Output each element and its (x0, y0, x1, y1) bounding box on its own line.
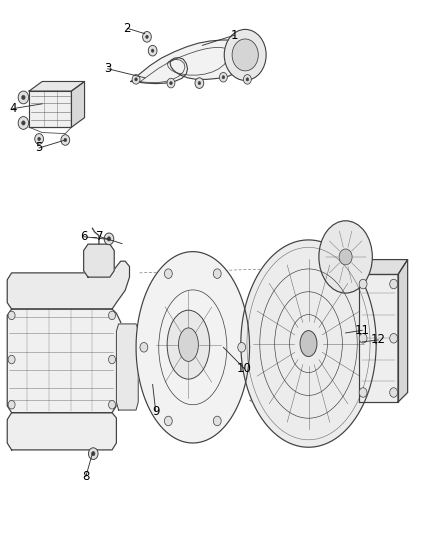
Circle shape (219, 72, 227, 82)
Polygon shape (241, 240, 376, 447)
Circle shape (35, 134, 43, 144)
Text: 2: 2 (124, 22, 131, 35)
Circle shape (359, 279, 367, 289)
Circle shape (195, 78, 204, 88)
Polygon shape (71, 82, 85, 127)
Circle shape (170, 82, 172, 85)
Circle shape (339, 249, 352, 265)
Text: 1: 1 (230, 29, 238, 42)
Circle shape (213, 269, 221, 278)
Polygon shape (131, 40, 251, 84)
Circle shape (88, 448, 98, 459)
Circle shape (232, 39, 258, 71)
Polygon shape (117, 324, 138, 410)
Circle shape (148, 45, 157, 56)
Circle shape (390, 279, 398, 289)
Polygon shape (359, 260, 408, 274)
Circle shape (140, 343, 148, 352)
Ellipse shape (319, 221, 372, 293)
Circle shape (222, 76, 225, 79)
Text: 11: 11 (355, 324, 370, 337)
Circle shape (167, 78, 175, 88)
Polygon shape (84, 244, 114, 277)
Ellipse shape (300, 330, 317, 357)
Circle shape (104, 233, 114, 245)
Polygon shape (29, 91, 71, 127)
Text: 10: 10 (237, 362, 252, 375)
Circle shape (164, 269, 172, 278)
Text: 8: 8 (82, 470, 89, 483)
Polygon shape (7, 413, 117, 450)
Polygon shape (7, 309, 121, 413)
Circle shape (390, 387, 398, 397)
Circle shape (109, 356, 116, 364)
Circle shape (359, 387, 367, 397)
Polygon shape (398, 260, 408, 402)
Polygon shape (29, 82, 85, 91)
Text: 12: 12 (371, 333, 386, 346)
Circle shape (109, 400, 116, 409)
Polygon shape (7, 261, 130, 309)
Circle shape (21, 95, 25, 100)
Circle shape (109, 311, 116, 320)
Circle shape (21, 121, 25, 125)
Polygon shape (359, 274, 398, 402)
Circle shape (92, 451, 95, 456)
Circle shape (8, 400, 15, 409)
Circle shape (38, 138, 40, 141)
Text: 6: 6 (80, 230, 88, 243)
Text: 7: 7 (96, 230, 104, 243)
Circle shape (107, 237, 111, 241)
Circle shape (135, 78, 138, 81)
Circle shape (18, 91, 28, 104)
Circle shape (238, 343, 246, 352)
Circle shape (246, 78, 249, 81)
Text: 3: 3 (104, 62, 111, 75)
Circle shape (151, 49, 154, 52)
Circle shape (198, 82, 201, 85)
Circle shape (18, 117, 28, 130)
Circle shape (143, 31, 151, 42)
Text: 4: 4 (9, 102, 17, 115)
Circle shape (359, 334, 367, 343)
Ellipse shape (179, 328, 198, 361)
Circle shape (8, 311, 15, 320)
Circle shape (224, 29, 266, 80)
Circle shape (213, 416, 221, 426)
Ellipse shape (167, 310, 210, 379)
Circle shape (64, 139, 67, 142)
Circle shape (390, 334, 398, 343)
Text: 9: 9 (152, 405, 159, 417)
Text: 5: 5 (35, 141, 43, 155)
Polygon shape (136, 252, 250, 443)
Circle shape (61, 135, 70, 146)
Circle shape (164, 416, 172, 426)
Circle shape (244, 75, 251, 84)
Circle shape (132, 75, 140, 84)
Circle shape (146, 35, 148, 38)
Circle shape (8, 356, 15, 364)
